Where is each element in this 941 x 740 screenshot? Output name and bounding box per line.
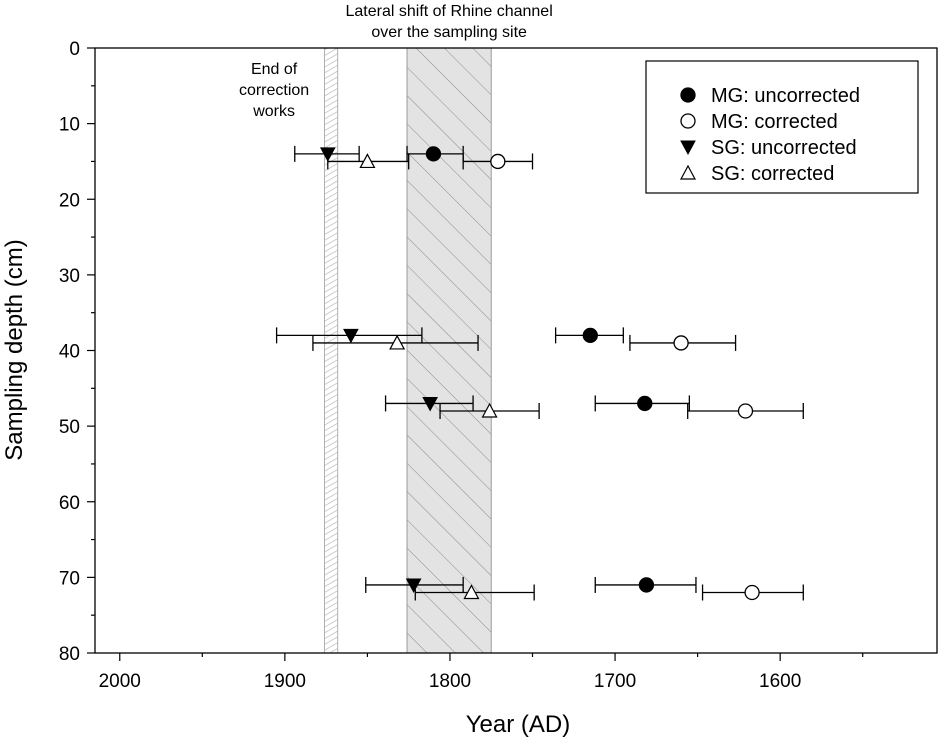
series-2 [462,153,804,601]
data-point [425,146,442,162]
y-axis-label: Sampling depth (cm) [1,239,28,460]
y-tick-label: 30 [59,266,80,287]
series-4 [312,153,540,601]
series-1 [406,145,697,593]
shaded-region-label-2: Lateral shift of Rhine channel over the s… [346,3,553,41]
data-point [638,577,655,593]
x-tick-label: 1800 [429,671,471,692]
data-points [275,145,804,601]
legend-marker [680,140,696,156]
legend: MG: uncorrected MG: corrected SG: uncorrec… [645,60,919,194]
legend-marker [680,113,696,129]
series-3 [275,145,474,593]
legend-label: MG: corrected [711,111,838,133]
legend-label: MG: uncorrected [711,85,860,107]
axes: 0 10 20 30 40 50 60 70 80 2000 1900 1800 1700 1600 [59,39,938,692]
data-point [463,584,480,600]
y-tick-label: 70 [59,568,80,589]
data-point [637,395,653,412]
y-tick-label: 80 [59,644,80,665]
legend-label: SG: corrected [711,163,834,185]
x-axis-label: Year (AD) [466,711,570,738]
data-point [490,153,506,170]
shaded-region-1 [323,47,339,654]
y-tick-label: 50 [59,417,80,438]
x-tick-label: 2000 [99,671,141,692]
data-point [343,328,359,344]
y-tick-label: 40 [59,342,80,363]
x-tick-label: 1900 [264,671,306,692]
data-point [673,335,689,351]
y-tick-label: 10 [59,115,80,136]
legend-label: SG: uncorrected [711,137,857,159]
data-point [359,153,376,169]
shaded-region-2 [406,47,492,654]
data-point [582,327,598,344]
data-point [744,584,760,601]
shaded-regions [323,47,492,654]
data-point [422,396,438,412]
data-point [737,403,754,419]
y-tick-label: 20 [59,190,80,211]
x-tick-label: 1700 [594,671,636,692]
x-tick-label: 1600 [759,671,801,692]
region-labels: End of correction works Lateral shift of Rh… [239,3,553,120]
legend-marker [679,164,697,180]
legend-marker [680,87,696,103]
y-tick-label: 60 [59,493,80,514]
data-point [389,334,406,350]
y-tick-label: 0 [69,39,80,60]
data-point [405,578,422,593]
shaded-region-label-1: End of correction works [239,61,309,120]
data-point [481,402,498,418]
